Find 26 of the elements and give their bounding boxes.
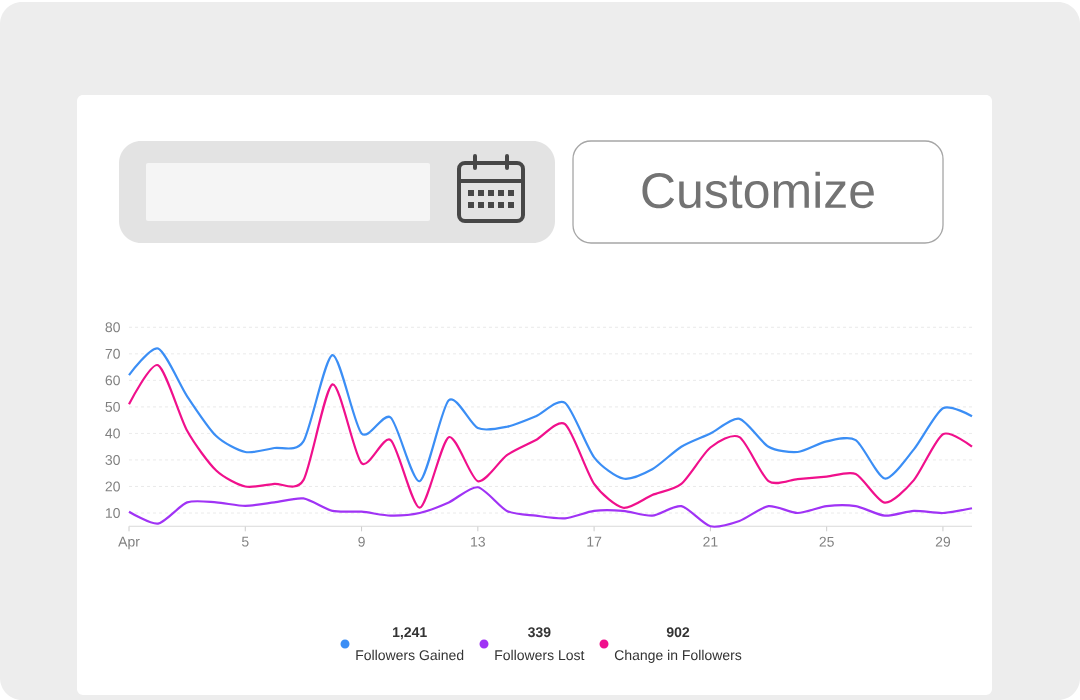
text: 339 [527, 627, 551, 638]
line-series [127, 364, 974, 509]
legend-label: Followers Gained [356, 649, 464, 661]
text: 1,241 [393, 627, 427, 640]
x-tick-label: 5 [241, 536, 249, 547]
y-tick-label: 50 [105, 401, 120, 412]
x-tick-label: 25 [819, 536, 834, 547]
y-tick-label: 10 [105, 508, 120, 518]
y-tick-label: 40 [105, 428, 120, 439]
text: 902 [666, 627, 690, 638]
y-tick-label: 20 [105, 481, 120, 492]
legend-label: Followers Lost [495, 649, 585, 661]
y-tick-label: 80 [105, 322, 120, 333]
x-tick-label: Apr [118, 536, 140, 550]
x-tick-label: 13 [471, 536, 485, 547]
x-tick-label: 17 [587, 536, 602, 547]
line-series [127, 347, 974, 483]
legend-label: Change in Followers [614, 649, 742, 663]
text: Customize [642, 171, 874, 209]
line-series [127, 486, 974, 528]
y-tick-label: 60 [105, 375, 120, 386]
y-tick-label: 70 [105, 348, 120, 359]
x-tick-label: 9 [358, 536, 365, 547]
y-tick-label: 30 [105, 454, 120, 465]
x-tick-label: 21 [703, 536, 718, 547]
x-tick-label: 29 [935, 536, 951, 547]
